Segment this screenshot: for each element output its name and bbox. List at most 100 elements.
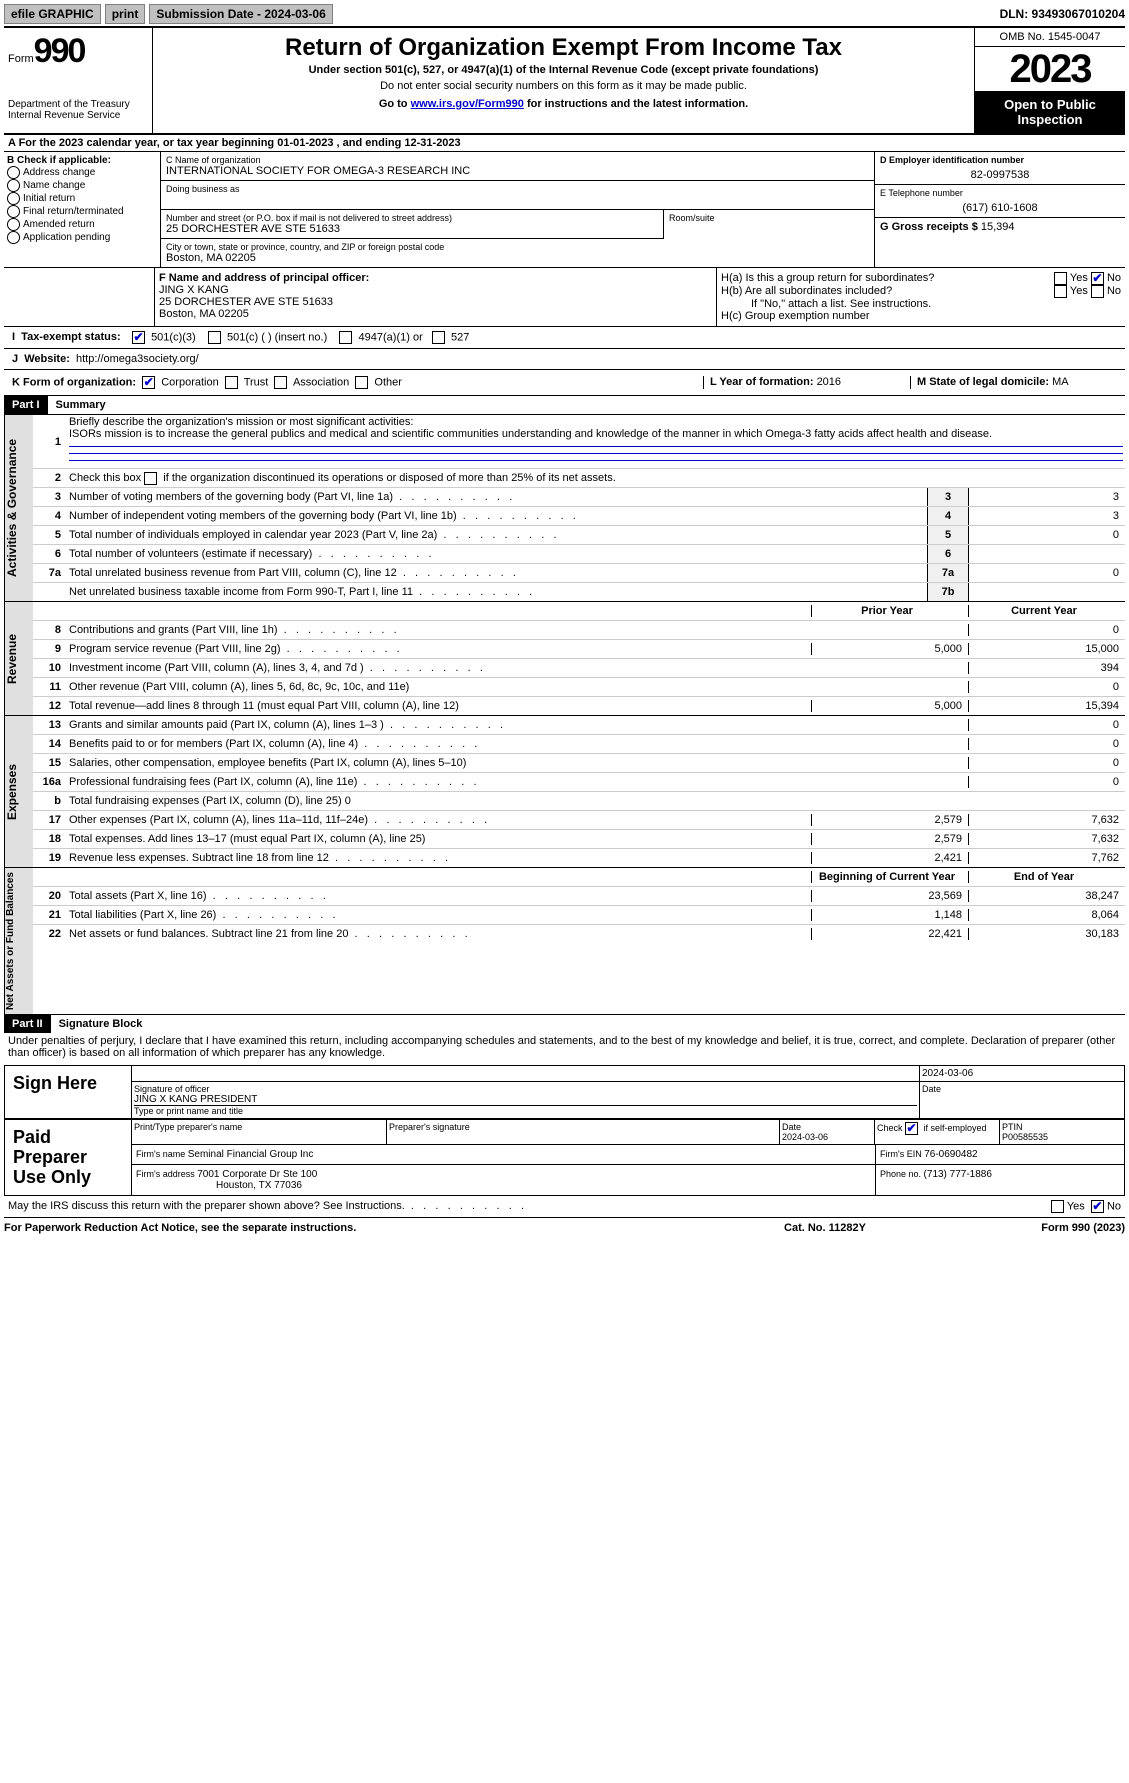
chk-corp[interactable] [142, 376, 155, 389]
ha-no[interactable] [1091, 272, 1104, 285]
l15-desc: Salaries, other compensation, employee b… [67, 756, 811, 770]
lbl-4947: 4947(a)(1) or [359, 331, 423, 343]
l7a-desc: Total unrelated business revenue from Pa… [67, 566, 927, 580]
l21-c: 8,064 [968, 909, 1125, 921]
section-revenue: Revenue Prior Year Current Year 8Contrib… [4, 602, 1125, 716]
l10-c: 394 [968, 662, 1125, 674]
ein-label: D Employer identification number [880, 155, 1120, 165]
chk-527[interactable] [432, 331, 445, 344]
chk-other[interactable] [355, 376, 368, 389]
print-button[interactable]: print [105, 4, 146, 24]
firm-phone-label: Phone no. [880, 1169, 924, 1179]
hb-no[interactable] [1091, 285, 1104, 298]
omb-number: OMB No. 1545-0047 [975, 28, 1125, 47]
gross-label: G Gross receipts $ [880, 221, 978, 233]
sign-here-label: Sign Here [5, 1066, 132, 1118]
footer-form: Form 990 (2023) [1041, 1222, 1125, 1234]
l13-c: 0 [968, 719, 1125, 731]
form-number: Form990 [8, 32, 148, 71]
tab-governance: Activities & Governance [4, 415, 33, 601]
col-b: B Check if applicable: Address change Na… [4, 152, 161, 267]
l22-c: 30,183 [968, 928, 1125, 940]
submission-date: Submission Date - 2024-03-06 [149, 4, 332, 24]
efile-label: efile GRAPHIC [4, 4, 101, 24]
chk-app[interactable] [7, 231, 20, 244]
website-value: http://omega3society.org/ [76, 353, 199, 365]
chk-4947[interactable] [339, 331, 352, 344]
officer-name-title: JING X KANG PRESIDENT [134, 1094, 917, 1105]
chk-501c3[interactable] [132, 331, 145, 344]
l5-val: 0 [969, 529, 1125, 541]
tab-expenses: Expenses [4, 716, 33, 867]
city-label: City or town, state or province, country… [166, 242, 869, 252]
chk-501c[interactable] [208, 331, 221, 344]
l2-text: Check this box if the organization disco… [69, 472, 616, 484]
l17-p: 2,579 [811, 814, 968, 826]
discuss-no[interactable] [1091, 1200, 1104, 1213]
year-label: A For the 2023 calendar year, or tax yea… [8, 137, 277, 149]
year-form-val: 2016 [817, 376, 841, 388]
year-begin: 01-01-2023 [277, 137, 333, 149]
part1-badge: Part I [4, 396, 48, 414]
chk-discontinued[interactable] [144, 472, 157, 485]
discuss-text: May the IRS discuss this return with the… [8, 1200, 405, 1212]
ha-yes[interactable] [1054, 272, 1067, 285]
subtitle-2: Do not enter social security numbers on … [161, 80, 966, 92]
ha-no-lbl: No [1107, 272, 1121, 285]
year-form-label: L Year of formation: [710, 376, 817, 388]
l16a-desc: Professional fundraising fees (Part IX, … [67, 775, 811, 789]
l7b-desc: Net unrelated business taxable income fr… [67, 585, 927, 599]
section-expenses: Expenses 13Grants and similar amounts pa… [4, 716, 1125, 868]
ptin-val: P00585535 [1002, 1132, 1048, 1142]
l22-desc: Net assets or fund balances. Subtract li… [67, 927, 811, 941]
chk-address[interactable] [7, 166, 20, 179]
chk-final[interactable] [7, 205, 20, 218]
chk-assoc[interactable] [274, 376, 287, 389]
lbl-amended: Amended return [23, 219, 95, 230]
l9-c: 15,000 [968, 643, 1125, 655]
paid-preparer-label: Paid Preparer Use Only [5, 1120, 132, 1195]
irs-link[interactable]: www.irs.gov/Form990 [411, 98, 524, 110]
l7a-val: 0 [969, 567, 1125, 579]
l12-desc: Total revenue—add lines 8 through 11 (mu… [67, 699, 811, 713]
part1-title: Summary [48, 396, 114, 414]
row-fh: F Name and address of principal officer:… [4, 268, 1125, 327]
firm-addr-label: Firm's address [136, 1169, 197, 1179]
l14-desc: Benefits paid to or for members (Part IX… [67, 737, 811, 751]
prep-sig-label: Preparer's signature [387, 1120, 780, 1144]
lbl-527: 527 [451, 331, 469, 343]
goto-suffix: for instructions and the latest informat… [524, 98, 748, 110]
l18-desc: Total expenses. Add lines 13–17 (must eq… [67, 832, 811, 846]
l18-c: 7,632 [968, 833, 1125, 845]
l9-p: 5,000 [811, 643, 968, 655]
l15-c: 0 [968, 757, 1125, 769]
hb-note: If "No," attach a list. See instructions… [721, 298, 1121, 310]
row-klm: K Form of organization: Corporation Trus… [4, 370, 1125, 396]
l1-text: ISORs mission is to increase the general… [69, 428, 992, 440]
chk-initial[interactable] [7, 192, 20, 205]
hb-yes-lbl: Yes [1070, 285, 1088, 298]
l9-desc: Program service revenue (Part VIII, line… [67, 642, 811, 656]
col-b-header: B Check if applicable: [7, 155, 157, 166]
chk-amended[interactable] [7, 218, 20, 231]
dept-treasury: Department of the Treasury [8, 99, 148, 110]
tel-label: E Telephone number [880, 188, 1120, 198]
prep-date-label: Date [782, 1122, 801, 1132]
city-value: Boston, MA 02205 [166, 252, 869, 264]
l20-p: 23,569 [811, 890, 968, 902]
footer-pra: For Paperwork Reduction Act Notice, see … [4, 1222, 725, 1234]
l20-desc: Total assets (Part X, line 16) [67, 889, 811, 903]
l10-desc: Investment income (Part VIII, column (A)… [67, 661, 811, 675]
tab-revenue: Revenue [4, 602, 33, 715]
year-end: 12-31-2023 [404, 137, 460, 149]
section-net-assets: Net Assets or Fund Balances Beginning of… [4, 868, 1125, 1015]
part2-title: Signature Block [51, 1015, 151, 1033]
l3-desc: Number of voting members of the governin… [67, 490, 927, 504]
chk-name[interactable] [7, 179, 20, 192]
l4-val: 3 [969, 510, 1125, 522]
discuss-yes[interactable] [1051, 1200, 1064, 1213]
chk-trust[interactable] [225, 376, 238, 389]
chk-self-employed[interactable] [905, 1122, 918, 1135]
hb-yes[interactable] [1054, 285, 1067, 298]
discuss-yes-lbl: Yes [1067, 1201, 1085, 1213]
